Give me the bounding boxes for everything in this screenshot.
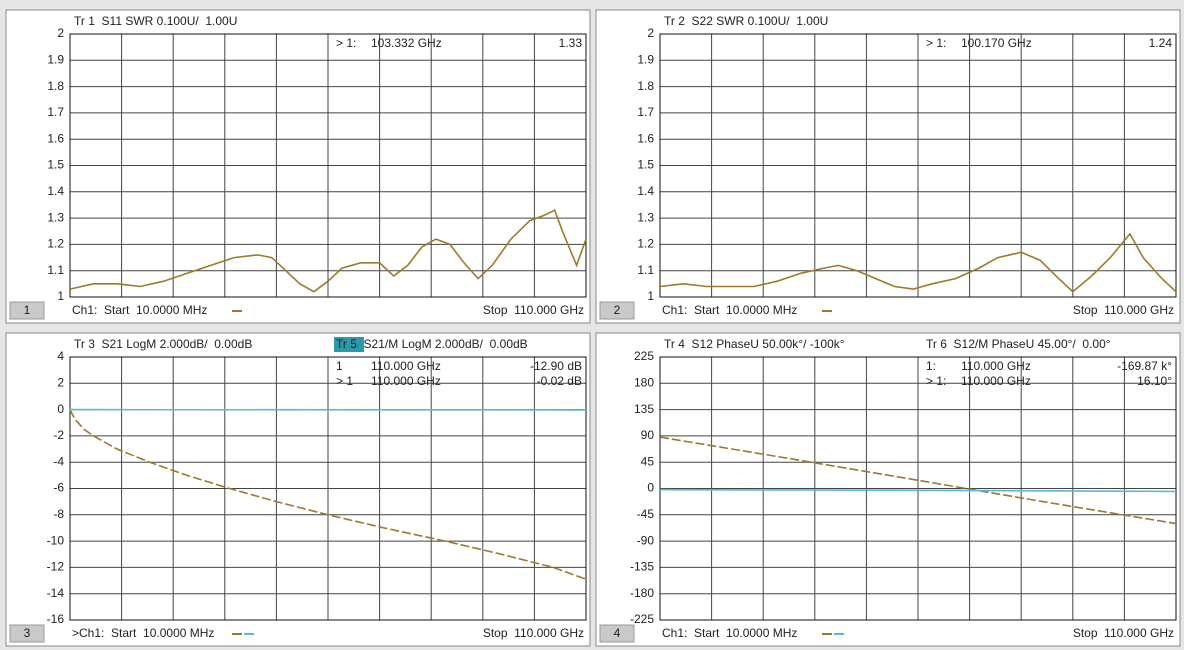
marker-id: > 1: [336, 374, 353, 388]
trace-line: [69, 409, 587, 580]
y-tick-label: 1.1: [47, 263, 64, 277]
y-tick-label: 135: [634, 402, 654, 416]
trace-line: [69, 209, 587, 293]
panel-number: 3: [24, 626, 31, 640]
trace-header: Tr 4 S12 PhaseU 50.00k°/ -100k°: [664, 337, 845, 351]
marker-stimulus: 110.000 GHz: [371, 359, 441, 373]
y-tick-label: 90: [641, 428, 655, 442]
marker-id: > 1:: [336, 36, 356, 50]
marker-stimulus: 103.332 GHz: [371, 36, 442, 50]
y-tick-label: 1: [647, 289, 654, 303]
y-tick-label: -2: [53, 428, 64, 442]
y-tick-label: -90: [637, 533, 655, 547]
y-tick-label: 1.8: [47, 79, 64, 93]
panel-number-box: [599, 301, 635, 320]
stop-label: Stop 110.000 GHz: [1073, 626, 1174, 640]
panel-number: 4: [614, 626, 621, 640]
y-tick-label: 1.9: [47, 52, 64, 66]
y-tick-label: 1.1: [637, 263, 654, 277]
y-tick-label: 1.2: [637, 237, 654, 251]
marker-stimulus: 110.000 GHz: [961, 359, 1031, 373]
marker-response: 1.24: [1149, 36, 1173, 50]
stop-label: Stop 110.000 GHz: [483, 303, 584, 317]
panel: [5, 9, 591, 324]
start-label: Ch1: Start 10.0000 MHz: [662, 626, 797, 640]
y-tick-label: 1.4: [47, 184, 64, 198]
plot-frame: [69, 356, 587, 621]
y-tick-label: 1.6: [637, 131, 654, 145]
marker-id: 1: [336, 359, 343, 373]
y-tick-label: -225: [630, 612, 654, 626]
start-label: >Ch1: Start 10.0000 MHz: [72, 626, 214, 640]
y-tick-label: 2: [647, 26, 654, 40]
y-tick-label: -180: [630, 586, 654, 600]
y-tick-label: 1.8: [637, 79, 654, 93]
marker-stimulus: 100.170 GHz: [961, 36, 1032, 50]
trace-header: Tr 5 S21/M LogM 2.000dB/ 0.00dB: [336, 337, 528, 351]
trace-header: Tr 2 S22 SWR 0.100U/ 1.00U: [664, 14, 828, 28]
y-tick-label: 1.7: [47, 105, 64, 119]
y-tick-label: 0: [57, 402, 64, 416]
panel-number-box: [9, 301, 45, 320]
y-tick-label: 2: [57, 26, 64, 40]
y-tick-label: -4: [53, 454, 64, 468]
start-label: Ch1: Start 10.0000 MHz: [662, 303, 797, 317]
y-tick-label: -16: [47, 612, 65, 626]
trace-header: Tr 3 S21 LogM 2.000dB/ 0.00dB: [74, 337, 252, 351]
trace-line: [659, 232, 1177, 293]
y-tick-label: 1.4: [637, 184, 654, 198]
start-label: Ch1: Start 10.0000 MHz: [72, 303, 207, 317]
marker-id: 1:: [926, 359, 936, 373]
panel-number: 1: [24, 303, 31, 317]
panel-number-box: [9, 624, 45, 643]
y-tick-label: -8: [53, 507, 64, 521]
marker-stimulus: 110.000 GHz: [371, 374, 441, 388]
stop-label: Stop 110.000 GHz: [483, 626, 584, 640]
y-tick-label: 1.6: [47, 131, 64, 145]
y-tick-label: 1.7: [637, 105, 654, 119]
plot-frame: [659, 356, 1177, 621]
y-tick-label: 0: [647, 481, 654, 495]
trace-header: Tr 6 S12/M PhaseU 45.00°/ 0.00°: [926, 337, 1111, 351]
y-tick-label: 180: [634, 375, 654, 389]
plot-frame: [69, 33, 587, 298]
y-tick-label: 1: [57, 289, 64, 303]
y-tick-label: -12: [47, 560, 65, 574]
y-tick-label: -14: [47, 586, 65, 600]
marker-response: -169.87 k°: [1117, 359, 1172, 373]
y-tick-label: 1.9: [637, 52, 654, 66]
trace-line: [659, 436, 1177, 525]
active-trace-badge: [334, 337, 364, 352]
y-tick-label: 2: [57, 375, 64, 389]
y-tick-label: 1.2: [47, 237, 64, 251]
plot-frame: [659, 33, 1177, 298]
y-tick-label: 1.3: [637, 210, 654, 224]
y-tick-label: -45: [637, 507, 655, 521]
y-tick-label: 1.3: [47, 210, 64, 224]
marker-id: > 1:: [926, 374, 946, 388]
marker-stimulus: 110.000 GHz: [961, 374, 1031, 388]
marker-response: -12.90 dB: [530, 359, 582, 373]
stop-label: Stop 110.000 GHz: [1073, 303, 1174, 317]
y-tick-label: -6: [53, 481, 64, 495]
y-tick-label: 45: [641, 454, 655, 468]
y-tick-label: -10: [47, 533, 65, 547]
y-tick-label: -135: [630, 560, 654, 574]
y-tick-label: 4: [57, 349, 64, 363]
marker-response: -0.02 dB: [537, 374, 582, 388]
trace-line: [659, 488, 1177, 493]
marker-response: 1.33: [559, 36, 583, 50]
panel-number-box: [599, 624, 635, 643]
y-tick-label: 225: [634, 349, 654, 363]
panel-number: 2: [614, 303, 621, 317]
y-tick-label: 1.5: [637, 158, 654, 172]
marker-response: 16.10°: [1137, 374, 1172, 388]
panel: [5, 332, 591, 647]
trace-header: Tr 1 S11 SWR 0.100U/ 1.00U: [74, 14, 237, 28]
y-tick-label: 1.5: [47, 158, 64, 172]
marker-id: > 1:: [926, 36, 946, 50]
